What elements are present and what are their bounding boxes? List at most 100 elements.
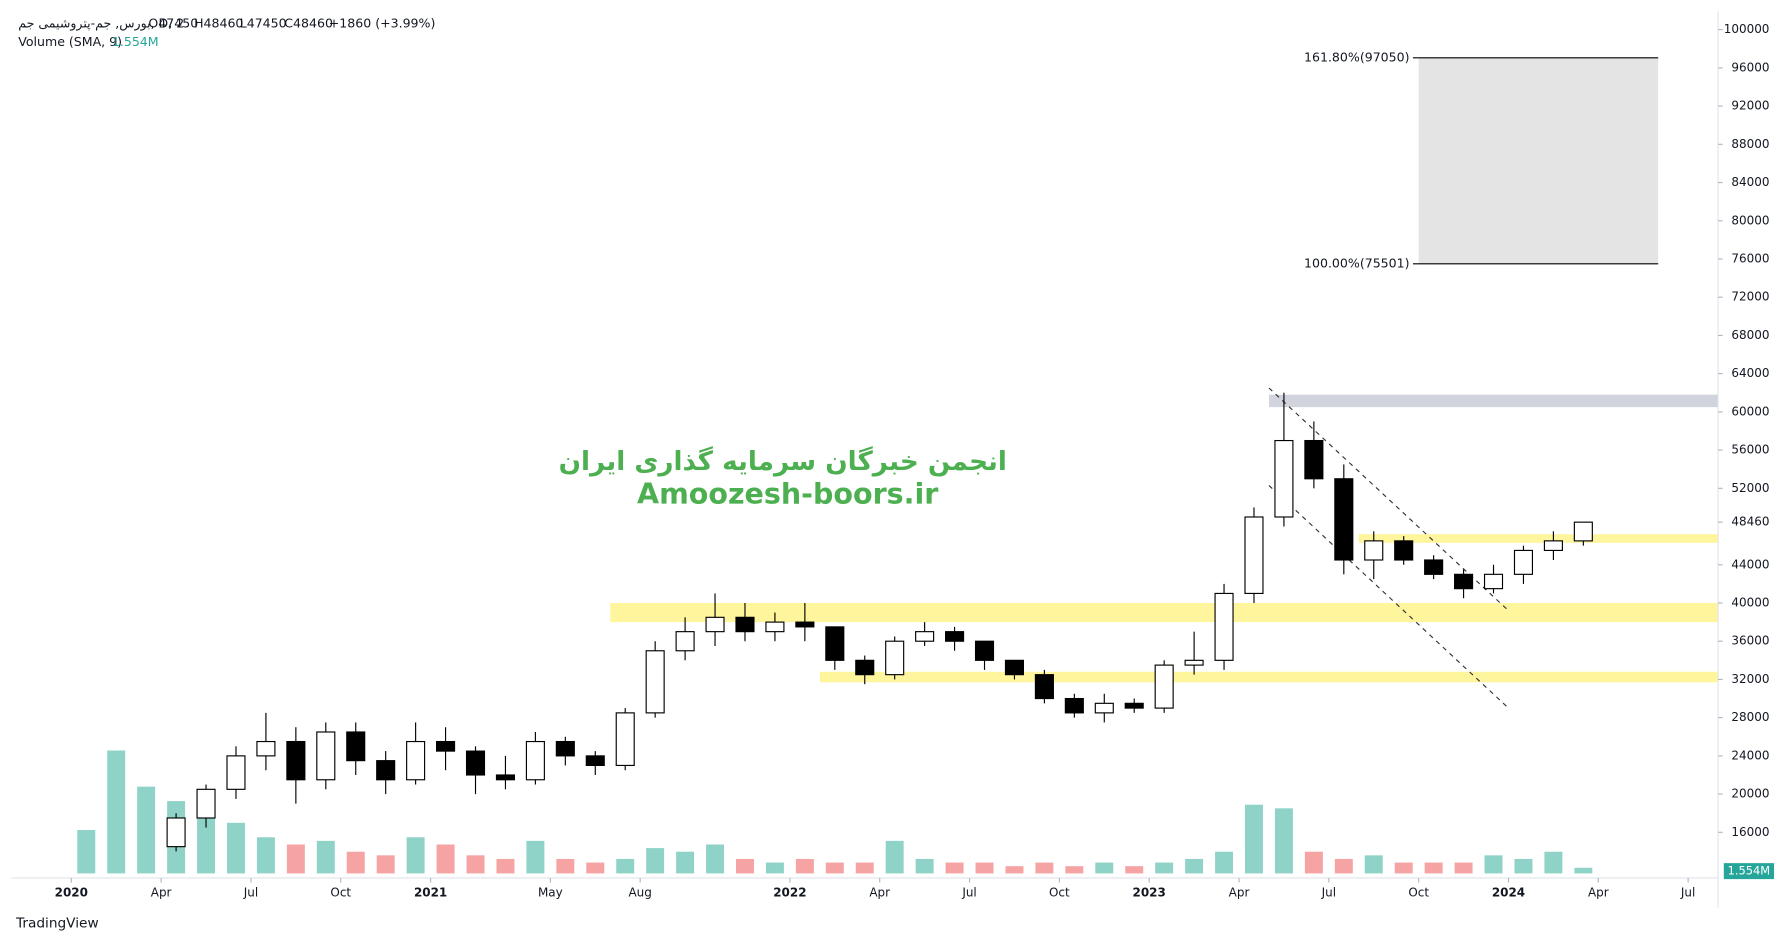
y-tick-label: 96000 <box>1731 60 1769 74</box>
candle-body <box>166 817 186 848</box>
volume-bar <box>1574 867 1593 874</box>
y-tick-label: 24000 <box>1731 748 1769 762</box>
volume-bar <box>586 862 605 874</box>
ohlc: O47450 <box>148 16 198 31</box>
volume-bar <box>286 844 305 874</box>
volume-bar <box>795 858 814 874</box>
ohlc: L47450 <box>240 16 287 31</box>
y-tick-label: 44000 <box>1731 557 1769 571</box>
y-tick-label: 28000 <box>1731 710 1769 724</box>
volume-bar <box>915 858 934 874</box>
volume-bar <box>1484 855 1503 874</box>
y-tick-label: 68000 <box>1731 328 1769 342</box>
volume-bar <box>1125 866 1144 874</box>
x-tick-label: Apr <box>1588 885 1609 899</box>
volume-bar <box>1304 851 1323 874</box>
x-tick-label: Jul <box>1321 885 1336 899</box>
volume-bar <box>975 862 994 874</box>
candle-body <box>1394 540 1414 561</box>
candle-body <box>615 712 635 767</box>
volume-bar <box>137 786 156 874</box>
volume-bar <box>256 837 275 874</box>
y-tick-label: 72000 <box>1731 290 1769 304</box>
volume-badge <box>1723 863 1775 880</box>
candle-body <box>1513 549 1534 575</box>
watermark: انجمن خبرگان سرمایه گذاری ایران <box>559 446 1007 477</box>
y-tick-label: 40000 <box>1731 595 1769 609</box>
candle-body <box>555 740 575 757</box>
volume-title: Volume (SMA, 9) <box>18 34 122 49</box>
y-tick-label: 56000 <box>1731 443 1769 457</box>
candle-body <box>945 631 965 642</box>
volume-bar <box>735 858 754 874</box>
x-tick-label: 2020 <box>55 885 88 899</box>
volume-bar <box>1514 858 1533 874</box>
volume-bar <box>466 855 485 874</box>
x-tick-label: Aug <box>628 885 651 899</box>
y-tick-label: 88000 <box>1731 137 1769 151</box>
candle-body <box>765 621 785 633</box>
y-tick-label: 16000 <box>1731 825 1769 839</box>
volume-bar <box>406 837 425 874</box>
x-tick-label: 2021 <box>414 885 447 899</box>
volume-bar <box>706 844 725 874</box>
candle-body <box>525 740 545 781</box>
candle-body <box>1364 540 1384 561</box>
fib-box <box>1418 57 1659 264</box>
x-tick-label: 2024 <box>1492 885 1525 899</box>
volume-bar <box>646 848 665 874</box>
volume-bar <box>316 840 335 874</box>
zone <box>1268 394 1719 408</box>
volume-bar <box>1095 862 1114 874</box>
volume-bar <box>436 844 455 874</box>
candle-body <box>1304 439 1324 480</box>
candle-body <box>1334 478 1354 561</box>
candle-body <box>735 616 755 633</box>
volume-bar <box>1334 858 1353 874</box>
candle-body <box>1274 439 1294 518</box>
ohlc-change: +1860 (+3.99%) <box>329 16 436 31</box>
x-tick-label: Apr <box>869 885 890 899</box>
brand[interactable]: TradingView <box>15 916 99 932</box>
watermark: Amoozesh-boors.ir <box>637 478 938 511</box>
candle-body <box>406 740 426 781</box>
y-tick-label: 64000 <box>1731 366 1769 380</box>
volume-bar <box>945 862 964 874</box>
fib-label: 161.80%(97050) <box>1304 49 1410 64</box>
candle-body <box>855 659 875 676</box>
x-tick-label: Jul <box>243 885 258 899</box>
candle-body <box>465 750 486 776</box>
x-tick-label: Apr <box>151 885 172 899</box>
candle-body <box>1454 573 1474 590</box>
candle-body <box>705 616 725 633</box>
candle-body <box>1124 702 1144 709</box>
x-tick-label: Apr <box>1229 885 1250 899</box>
x-tick-label: Oct <box>1049 885 1070 899</box>
y-tick-label: 32000 <box>1731 672 1769 686</box>
candle-body <box>974 640 995 661</box>
x-tick-label: 2023 <box>1133 885 1166 899</box>
y-tick-label: 52000 <box>1731 481 1769 495</box>
volume-bar <box>1245 804 1263 874</box>
x-tick-label: 2022 <box>773 885 806 899</box>
volume-bar <box>616 858 635 874</box>
y-tick-label: 100000 <box>1724 22 1770 36</box>
volume-bar <box>1544 851 1563 874</box>
volume-bar <box>346 851 365 874</box>
volume-bar <box>556 858 575 874</box>
candle-body <box>1483 573 1504 590</box>
candle-body <box>825 626 845 661</box>
ohlc: H48460 <box>194 16 243 31</box>
candle-body <box>1004 659 1025 676</box>
volume-bar <box>1065 866 1084 874</box>
volume-bar <box>526 840 545 874</box>
volume-bar <box>1424 862 1443 874</box>
candle-body <box>1154 664 1174 709</box>
candle-body <box>1064 697 1084 714</box>
y-tick-label: 92000 <box>1731 99 1769 113</box>
volume-bar <box>1185 858 1204 874</box>
candle-body <box>1244 516 1264 595</box>
x-tick-label: May <box>538 885 563 899</box>
x-tick-label: Oct <box>330 885 351 899</box>
